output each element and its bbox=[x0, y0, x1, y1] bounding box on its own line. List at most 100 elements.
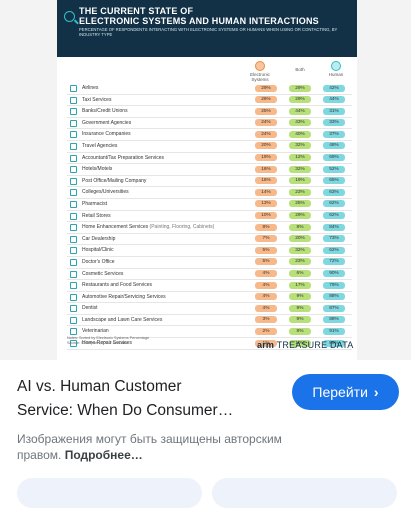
industry-name: Home Enhancement Services bbox=[82, 224, 149, 231]
industry-icon bbox=[70, 131, 77, 139]
industry-name: Cosmetic Services bbox=[82, 270, 124, 277]
industry-icon bbox=[70, 189, 77, 197]
result-title-line-1: AI vs. Human Customer bbox=[17, 378, 182, 395]
electronic-cell: 4% bbox=[255, 304, 277, 312]
copyright-text: Изображения могут быть защищены авторски… bbox=[17, 432, 282, 462]
electronic-cell: 8% bbox=[255, 223, 277, 231]
industry-name: Banks/Credit Unions bbox=[82, 108, 128, 115]
industry-icon bbox=[70, 305, 77, 313]
human-cell: 65% bbox=[323, 177, 345, 185]
industry-icon bbox=[70, 282, 77, 290]
industry-icon bbox=[70, 235, 77, 243]
related-chip-1[interactable] bbox=[17, 478, 202, 508]
industry-icon bbox=[70, 258, 77, 266]
table-row: Home Repair Services 1% 10% 89% bbox=[67, 338, 352, 350]
legend-electronic-label: Electronic Systems bbox=[250, 72, 270, 82]
legend-electronic: Electronic Systems bbox=[243, 61, 277, 82]
electronic-cell: 4% bbox=[255, 281, 277, 289]
table-row: Insurance Companies 24% 40% 37% bbox=[67, 129, 352, 141]
both-cell: 6% bbox=[289, 270, 311, 277]
industry-name: Accountant/Tax Preparation Services bbox=[82, 154, 164, 161]
human-cell: 89% bbox=[323, 339, 345, 347]
copyright-notice: Изображения могут быть защищены авторски… bbox=[17, 431, 307, 463]
both-cell: 32% bbox=[289, 142, 311, 150]
industry-name: Automotive Repair/Servicing Services bbox=[82, 293, 166, 300]
industry-icon bbox=[70, 154, 77, 162]
both-cell: 43% bbox=[289, 119, 311, 127]
result-title[interactable]: AI vs. Human Customer Service: When Do C… bbox=[17, 375, 277, 423]
both-cell: 32% bbox=[289, 165, 311, 173]
human-cell: 87% bbox=[323, 304, 345, 312]
human-cell: 62% bbox=[323, 200, 345, 208]
legend-both-label: Both bbox=[295, 67, 305, 72]
electronic-cell: 29% bbox=[255, 84, 277, 92]
industry-label: Veterinarian bbox=[82, 328, 109, 334]
electronic-cell: 26% bbox=[255, 96, 277, 104]
both-cell: 8% bbox=[289, 327, 311, 335]
industry-icon bbox=[70, 166, 77, 174]
legend-both: Both bbox=[283, 67, 317, 72]
more-link[interactable]: Подробнее… bbox=[64, 448, 143, 462]
human-cell: 63% bbox=[323, 188, 345, 196]
table-row: Dentist 4% 9% 87% bbox=[67, 303, 352, 315]
electronic-cell: 5% bbox=[255, 246, 277, 254]
human-cell: 37% bbox=[323, 130, 345, 138]
human-cell: 88% bbox=[323, 293, 345, 301]
human-cell: 52% bbox=[323, 165, 345, 173]
human-cell: 62% bbox=[323, 212, 345, 220]
industry-name: Insurance Companies bbox=[82, 131, 131, 138]
table-row: Car Dealership 7% 20% 73% bbox=[67, 234, 352, 246]
industry-name: Airlines bbox=[82, 85, 99, 91]
both-cell: 44% bbox=[289, 107, 311, 115]
industry-name: Government Agencies bbox=[82, 119, 132, 126]
industry-label: Pharmacist bbox=[82, 201, 107, 207]
table-row: Banks/Credit Unions 25% 44% 31% bbox=[67, 106, 352, 118]
both-cell: 10% bbox=[289, 339, 311, 347]
industry-name: Post Office/Mailing Company bbox=[82, 177, 147, 184]
industry-name: Doctor's Office bbox=[82, 258, 115, 265]
human-cell: 33% bbox=[323, 119, 345, 127]
industry-label: Accountant/Tax Preparation Services bbox=[82, 155, 164, 161]
industry-name: Home Repair Services bbox=[82, 340, 133, 347]
industry-label: Doctor's Office bbox=[82, 259, 115, 265]
industry-icon bbox=[70, 247, 77, 255]
industry-name: Hospital/Clinic bbox=[82, 247, 114, 254]
industry-icon bbox=[70, 224, 77, 232]
infographic-image[interactable]: THE CURRENT STATE OF ELECTRONIC SYSTEMS … bbox=[57, 0, 357, 360]
table-row: Government Agencies 24% 43% 33% bbox=[67, 118, 352, 130]
human-cell: 31% bbox=[323, 107, 345, 115]
industry-icon bbox=[70, 293, 77, 301]
go-button-label: Перейти bbox=[312, 384, 368, 400]
industry-label: Post Office/Mailing Company bbox=[82, 178, 146, 184]
industry-name: Colleges/Universities bbox=[82, 189, 129, 196]
infographic-header: THE CURRENT STATE OF ELECTRONIC SYSTEMS … bbox=[57, 0, 357, 57]
both-cell: 17% bbox=[289, 281, 311, 289]
industry-icon bbox=[70, 316, 77, 324]
table-row: Post Office/Mailing Company 16% 19% 65% bbox=[67, 176, 352, 188]
electronic-cell: 5% bbox=[255, 258, 277, 266]
industry-label: Airlines bbox=[82, 85, 98, 91]
electronic-cell: 4% bbox=[255, 293, 277, 301]
human-cell: 79% bbox=[323, 281, 345, 289]
legend-human-label: Human bbox=[328, 72, 344, 77]
table-row: Travel Agencies 20% 32% 48% bbox=[67, 141, 352, 153]
both-cell: 9% bbox=[289, 293, 311, 301]
electronic-cell: 2% bbox=[255, 327, 277, 335]
both-cell: 32% bbox=[289, 246, 311, 254]
industry-icon bbox=[70, 119, 77, 127]
table-row: Accountant/Tax Preparation Services 19% 12… bbox=[67, 153, 352, 165]
table-row: Automotive Repair/Servicing Services 4% 9%… bbox=[67, 292, 352, 304]
electronic-cell: 16% bbox=[255, 177, 277, 185]
industry-name: Restaurants and Food Services bbox=[82, 282, 153, 289]
industry-note: (Painting, Flooring, Cabinets) bbox=[149, 224, 215, 231]
industry-label: Retail Stores bbox=[82, 213, 111, 219]
table-row: Cosmetic Services 4% 6% 90% bbox=[67, 269, 352, 281]
go-button[interactable]: Перейти › bbox=[292, 374, 399, 410]
industry-icon bbox=[70, 200, 77, 208]
industry-name: Pharmacist bbox=[82, 200, 108, 207]
industry-label: Cosmetic Services bbox=[82, 271, 123, 277]
electronic-cell: 24% bbox=[255, 130, 277, 138]
result-title-line-2: Service: When Do Consumer… bbox=[17, 402, 234, 419]
electronic-cell: 3% bbox=[255, 316, 277, 324]
related-chip-2[interactable] bbox=[212, 478, 397, 508]
